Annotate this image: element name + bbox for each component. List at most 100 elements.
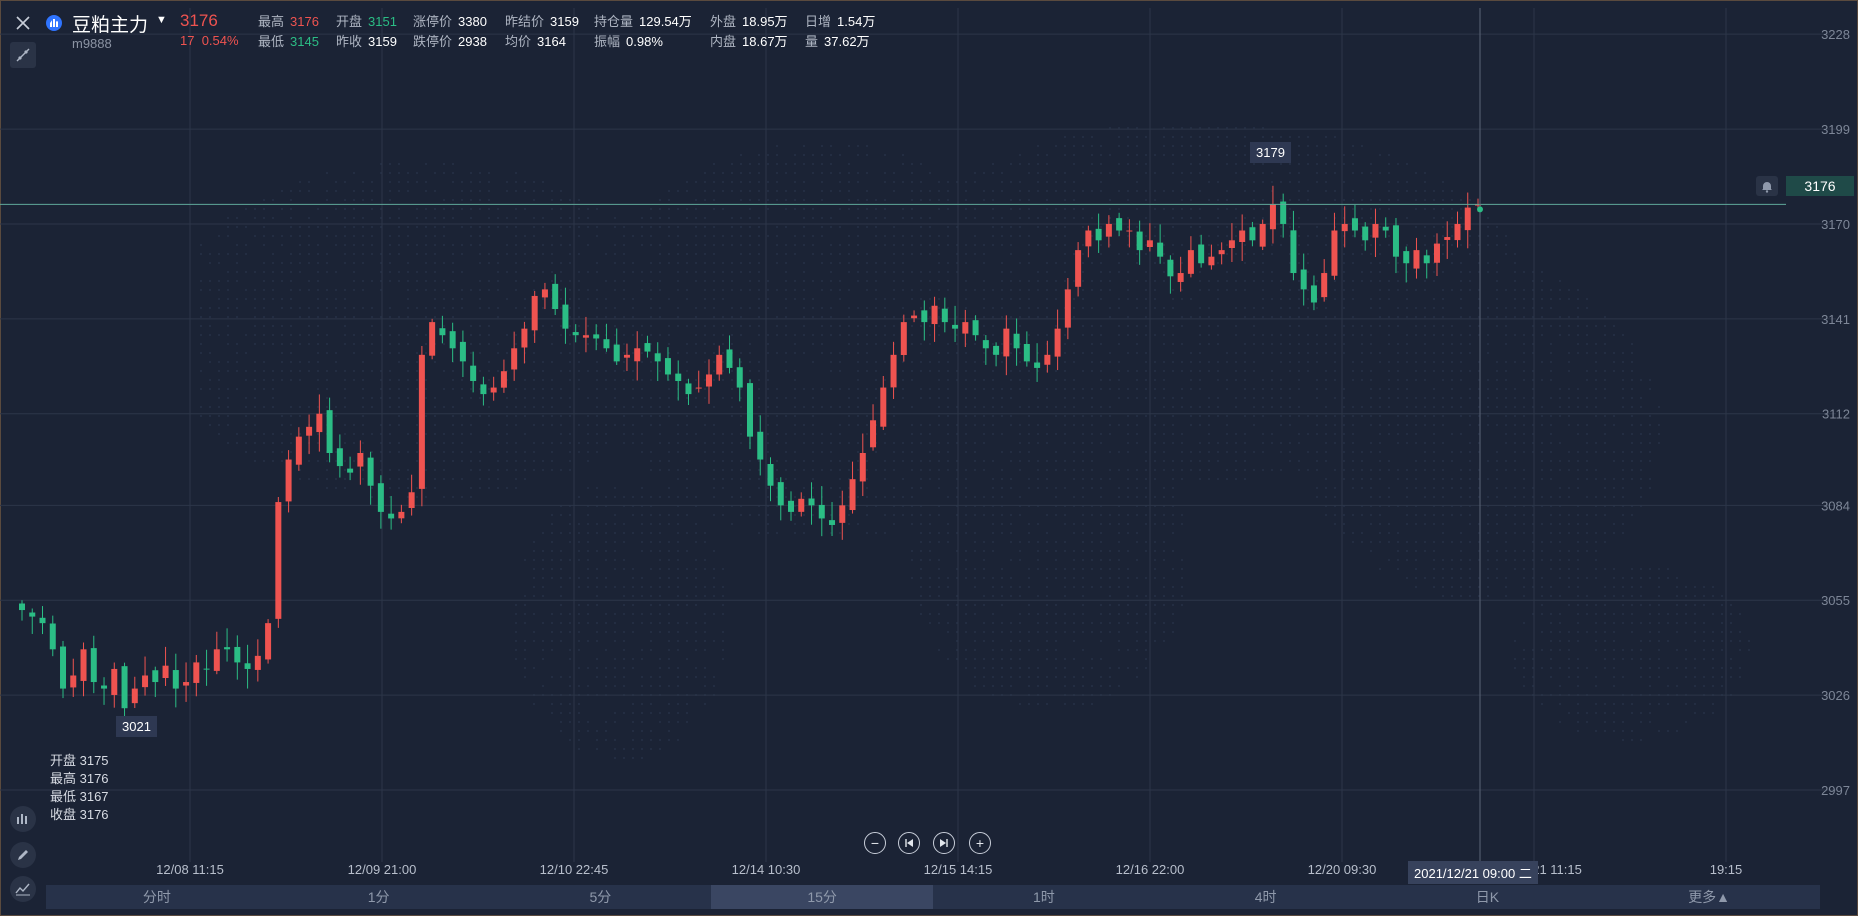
close-icon[interactable] bbox=[8, 8, 38, 38]
candle-body bbox=[562, 304, 569, 329]
ohlc-open: 开盘 3175 bbox=[50, 753, 109, 768]
zoom-in-icon[interactable]: + bbox=[969, 832, 991, 854]
quote-label: 涨停价 bbox=[413, 14, 453, 29]
quote-label: 开盘 bbox=[336, 14, 363, 29]
y-tick-label: 3141 bbox=[1821, 312, 1850, 327]
candle-body bbox=[654, 353, 661, 362]
last-price: 3176 bbox=[180, 11, 218, 30]
candle-body bbox=[1351, 218, 1358, 231]
candle-body bbox=[767, 464, 774, 486]
last-page-icon[interactable] bbox=[933, 832, 955, 854]
candle-body bbox=[1095, 228, 1102, 241]
y-tick-label: 2997 bbox=[1821, 783, 1850, 798]
candle-body bbox=[1054, 328, 1061, 357]
candle-body bbox=[80, 649, 87, 681]
candle-body bbox=[705, 374, 712, 387]
quote-value: 129.54万 bbox=[639, 14, 692, 29]
candle-body bbox=[418, 354, 425, 489]
candle-body bbox=[172, 670, 179, 689]
indicator-icon[interactable] bbox=[10, 806, 36, 832]
bell-icon[interactable] bbox=[1756, 176, 1778, 196]
candle-body bbox=[623, 354, 630, 358]
tab-更多▲[interactable]: 更多▲ bbox=[1688, 889, 1731, 905]
y-tick-label: 3026 bbox=[1821, 688, 1850, 703]
candle-body bbox=[1146, 240, 1153, 247]
symbol-code: m9888 bbox=[72, 36, 112, 51]
tab-5分[interactable]: 5分 bbox=[589, 889, 612, 905]
quote-field: 跌停价 2938 bbox=[413, 31, 487, 50]
candle-body bbox=[316, 413, 323, 433]
tab-1时[interactable]: 1时 bbox=[1032, 889, 1055, 905]
quote-label: 昨收 bbox=[336, 34, 363, 49]
quote-field: 持仓量 129.54万 bbox=[594, 11, 692, 30]
candle-body bbox=[541, 289, 548, 298]
candle-body bbox=[798, 498, 805, 512]
candle-body bbox=[306, 426, 313, 436]
candle-body bbox=[285, 459, 292, 502]
candle-body bbox=[142, 675, 149, 688]
candle-body bbox=[121, 666, 128, 709]
candle-body bbox=[695, 387, 702, 389]
candle-body bbox=[1228, 240, 1235, 249]
y-tick-label: 3199 bbox=[1821, 122, 1850, 137]
candle-body bbox=[408, 492, 415, 508]
symbol-icon bbox=[46, 15, 62, 31]
candle-body bbox=[603, 339, 610, 349]
candle-body bbox=[993, 345, 1000, 355]
candle-body bbox=[1310, 285, 1317, 303]
quote-field: 振幅 0.98% bbox=[594, 31, 663, 50]
candle-body bbox=[613, 344, 620, 362]
ohlc-panel: 开盘 3175 最高 3176 最低 3167 收盘 3176 bbox=[50, 752, 109, 824]
candle-body bbox=[1454, 223, 1461, 241]
candle-body bbox=[675, 373, 682, 382]
y-tick-label: 3084 bbox=[1821, 498, 1850, 513]
y-tick-label: 3228 bbox=[1821, 27, 1850, 42]
candle-body bbox=[203, 668, 210, 670]
chevron-down-icon[interactable]: ▼ bbox=[156, 14, 167, 26]
quote-value: 3159 bbox=[550, 14, 579, 29]
first-page-icon[interactable] bbox=[898, 832, 920, 854]
tab-15分[interactable]: 15分 bbox=[711, 885, 933, 909]
drawing-tool-icon[interactable] bbox=[10, 42, 36, 68]
candle-body bbox=[234, 646, 241, 663]
candle-body bbox=[870, 420, 877, 448]
candle-body bbox=[859, 452, 866, 482]
candle-body bbox=[1013, 333, 1020, 349]
quote-value: 18.95万 bbox=[742, 14, 788, 29]
tab-1分[interactable]: 1分 bbox=[367, 889, 390, 905]
pencil-icon[interactable] bbox=[10, 842, 36, 868]
quote-value: 3145 bbox=[290, 34, 319, 49]
symbol-name[interactable]: 豆粕主力 bbox=[72, 15, 149, 36]
quote-field: 量 37.62万 bbox=[805, 31, 870, 50]
tab-日K[interactable]: 日K bbox=[1475, 889, 1500, 905]
zoom-out-icon[interactable]: − bbox=[864, 832, 886, 854]
candle-body bbox=[60, 646, 67, 689]
candle-body bbox=[326, 410, 333, 453]
candle-body bbox=[1187, 250, 1194, 274]
candle-body bbox=[593, 334, 600, 339]
tab-4时[interactable]: 4时 bbox=[1254, 889, 1277, 905]
candle-body bbox=[572, 332, 579, 336]
candle-body bbox=[224, 647, 231, 650]
candle-body bbox=[480, 384, 487, 395]
candle-body bbox=[511, 348, 518, 370]
x-tick-label: 12/20 09:30 bbox=[1308, 862, 1377, 877]
quote-value: 18.67万 bbox=[742, 34, 788, 49]
x-tick-label: 12/15 14:15 bbox=[924, 862, 993, 877]
candle-body bbox=[1341, 223, 1348, 232]
candle-body bbox=[829, 520, 836, 525]
quote-value: 0.98% bbox=[626, 34, 663, 49]
chart-type-icon[interactable] bbox=[10, 876, 36, 902]
candle-body bbox=[1167, 259, 1174, 277]
candle-body bbox=[1239, 230, 1246, 243]
quote-label: 最高 bbox=[258, 14, 285, 29]
candle-body bbox=[1413, 250, 1420, 269]
y-tick-label: 3170 bbox=[1821, 217, 1850, 232]
candle-body bbox=[152, 670, 159, 683]
candle-body bbox=[29, 612, 36, 617]
candle-body bbox=[398, 511, 405, 519]
quote-field: 昨结价 3159 bbox=[505, 11, 579, 30]
tab-分时[interactable]: 分时 bbox=[142, 889, 171, 905]
candle-body bbox=[1290, 230, 1297, 274]
